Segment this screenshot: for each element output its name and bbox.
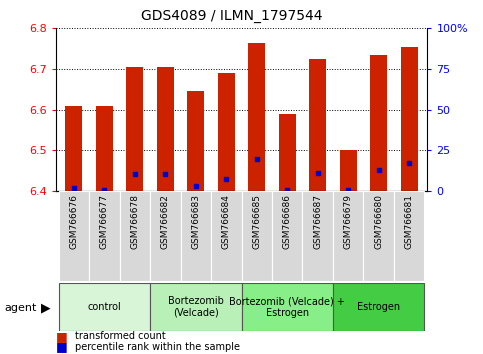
Bar [181,191,211,281]
Text: ■: ■ [56,341,67,353]
Bar [157,67,174,191]
Bar [248,42,265,191]
Bar [302,191,333,281]
Bar [127,67,143,191]
Bar [211,191,242,281]
Text: ■: ■ [56,330,67,343]
Text: agent: agent [5,303,37,313]
Text: GSM766681: GSM766681 [405,194,413,249]
Bar [333,283,425,331]
Text: GSM766680: GSM766680 [374,194,383,249]
Bar [218,73,235,191]
Text: Bortezomib
(Velcade): Bortezomib (Velcade) [168,296,224,318]
Text: percentile rank within the sample: percentile rank within the sample [75,342,240,352]
Bar [394,191,425,281]
Bar [401,47,417,191]
Text: control: control [87,302,121,312]
Bar [58,283,150,331]
Bar [340,150,356,191]
Text: GSM766687: GSM766687 [313,194,322,249]
Text: transformed count: transformed count [75,331,166,341]
Text: GSM766686: GSM766686 [283,194,292,249]
Text: GSM766678: GSM766678 [130,194,139,249]
Bar [96,105,113,191]
Bar [187,91,204,191]
Bar [150,191,181,281]
Text: ▶: ▶ [41,302,51,314]
Bar [309,59,326,191]
Text: GSM766682: GSM766682 [161,194,170,249]
Bar [242,283,333,331]
Bar [89,191,120,281]
Text: GSM766677: GSM766677 [100,194,109,249]
Text: GSM766679: GSM766679 [344,194,353,249]
Text: Estrogen: Estrogen [357,302,400,312]
Text: Bortezomib (Velcade) +
Estrogen: Bortezomib (Velcade) + Estrogen [229,296,345,318]
Bar [242,191,272,281]
Bar [370,55,387,191]
Text: GSM766676: GSM766676 [70,194,78,249]
Text: GSM766683: GSM766683 [191,194,200,249]
Bar [58,191,89,281]
Bar [363,191,394,281]
Bar [150,283,242,331]
Text: GDS4089 / ILMN_1797544: GDS4089 / ILMN_1797544 [141,9,323,23]
Bar [272,191,302,281]
Bar [120,191,150,281]
Text: GSM766684: GSM766684 [222,194,231,249]
Bar [279,114,296,191]
Bar [333,191,363,281]
Bar [66,105,82,191]
Text: GSM766685: GSM766685 [252,194,261,249]
